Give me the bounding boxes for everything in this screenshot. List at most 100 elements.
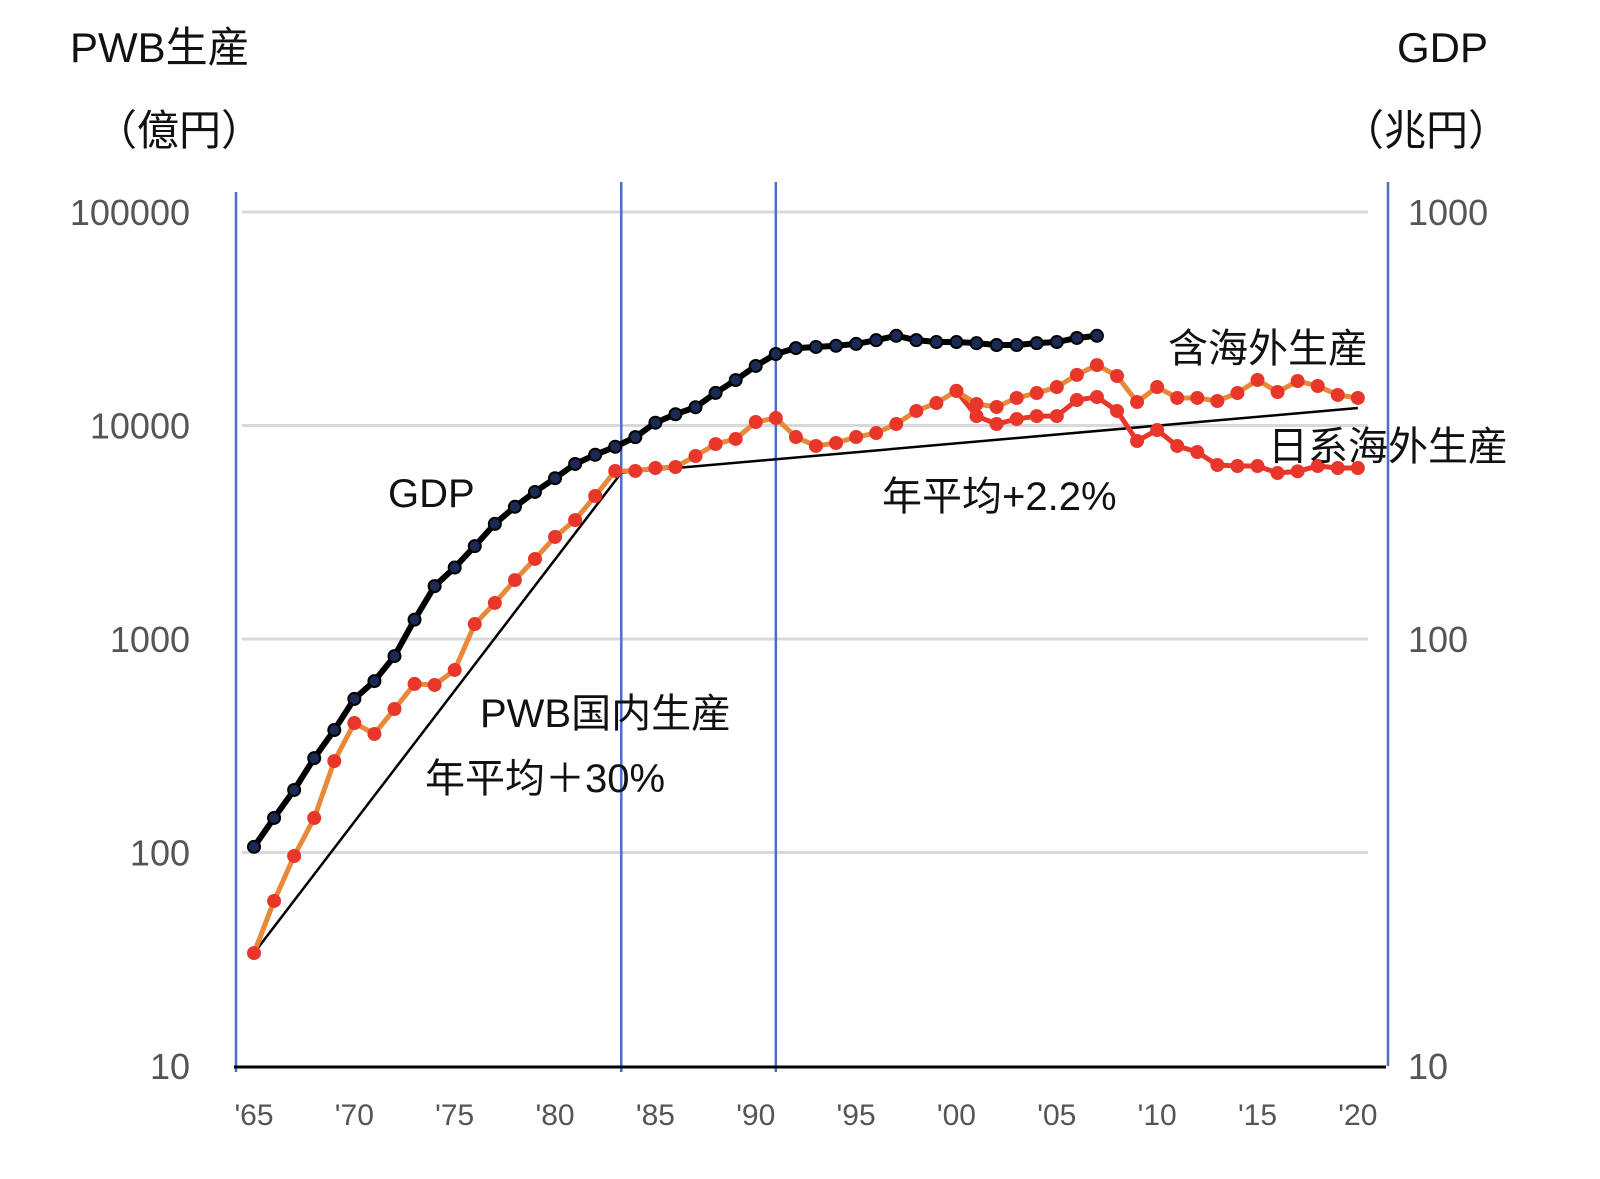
x-tick-label: '05 <box>1037 1099 1076 1132</box>
gdp-point <box>287 782 302 797</box>
gdp-point <box>467 539 482 554</box>
gdp-point <box>527 484 542 499</box>
pwb-point <box>929 396 944 411</box>
left-axis-unit: （億円） <box>95 107 263 154</box>
annotation-incl-overseas: 含海外生産 <box>1168 327 1368 371</box>
x-tick-label: '65 <box>234 1099 273 1132</box>
pwb-point <box>1350 390 1365 405</box>
gdp-point <box>327 723 342 738</box>
gdp-point <box>1089 328 1104 343</box>
right-axis-ticks: 1000 100 10 <box>1408 192 1488 1087</box>
pwb-point <box>989 417 1004 432</box>
gdp-point <box>949 335 964 350</box>
x-tick-label: '75 <box>435 1099 474 1132</box>
pwb-point <box>1230 459 1245 474</box>
pwb-point <box>487 595 502 610</box>
pwb-point <box>949 383 964 398</box>
pwb-point <box>788 430 803 445</box>
pwb-point <box>829 436 844 451</box>
trend-lines <box>253 406 1358 954</box>
pwb-point <box>1110 368 1125 383</box>
x-tick-label: '90 <box>736 1099 775 1132</box>
pwb-point <box>1069 367 1084 382</box>
pwb-point <box>808 438 823 453</box>
gdp-point <box>427 579 442 594</box>
gdp-point <box>507 499 522 514</box>
pwb-point <box>889 417 904 432</box>
pwb-point <box>307 811 322 826</box>
gdp-point <box>708 385 723 400</box>
pwb-point <box>1049 409 1064 424</box>
pwb-point <box>768 411 783 426</box>
gdp-point <box>768 346 783 361</box>
pwb-point <box>1350 461 1365 476</box>
pwb-point <box>909 403 924 418</box>
gdp-point <box>989 338 1004 353</box>
gdp-point <box>367 674 382 689</box>
gdp-point <box>748 358 763 373</box>
x-tick-label: '70 <box>335 1099 374 1132</box>
pwb-point <box>1029 409 1044 424</box>
gdp-point <box>808 339 823 354</box>
gdp-point <box>1029 336 1044 351</box>
trend-line <box>253 472 623 954</box>
left-tick-label: 100000 <box>70 192 190 233</box>
pwb-point <box>1270 466 1285 481</box>
pwb-point <box>969 409 984 424</box>
right-tick-label: 10 <box>1408 1046 1448 1087</box>
gdp-point <box>267 810 282 825</box>
pwb-point <box>1170 390 1185 405</box>
pwb-point <box>327 754 342 769</box>
pwb-point <box>1290 464 1305 479</box>
pwb-point <box>1310 459 1325 474</box>
pwb-point <box>1290 374 1305 389</box>
pwb-point <box>568 513 583 528</box>
pwb-point <box>1130 434 1145 449</box>
pwb-point <box>1089 358 1104 373</box>
annotation-growth-early: 年平均＋30% <box>425 757 665 801</box>
pwb-point <box>989 399 1004 414</box>
pwb-point <box>688 449 703 464</box>
gdp-point <box>909 333 924 348</box>
pwb-point <box>387 702 402 717</box>
pwb-point <box>1049 380 1064 395</box>
x-tick-label: '85 <box>636 1099 675 1132</box>
pwb-point <box>849 430 864 445</box>
pwb-point <box>1210 458 1225 473</box>
pwb-point <box>427 677 442 692</box>
pwb-point <box>1110 403 1125 418</box>
pwb-point <box>648 460 663 475</box>
pwb-point <box>1150 423 1165 438</box>
pwb-point <box>748 415 763 430</box>
gdp-point <box>929 335 944 350</box>
gdp-point <box>307 751 322 766</box>
pwb-point <box>708 437 723 452</box>
gdp-point <box>849 336 864 351</box>
pwb-point <box>407 676 422 691</box>
gdp-point <box>889 328 904 343</box>
pwb-point <box>247 946 261 961</box>
pwb-point <box>668 459 683 474</box>
x-axis-ticks: '65 '70 '75 '80 '85 '90 '95 '00 '05 '10 '15 '20 <box>234 1099 1377 1132</box>
gdp-point <box>487 516 502 531</box>
series-1 <box>247 358 1365 961</box>
pwb-point <box>1130 395 1145 410</box>
annotation-gdp: GDP <box>388 472 475 516</box>
gdp-point <box>407 612 422 627</box>
left-tick-label: 100 <box>130 833 190 874</box>
vertical-markers <box>234 182 1390 1072</box>
x-tick-label: '10 <box>1138 1099 1177 1132</box>
pwb-point <box>367 726 382 741</box>
pwb-point <box>527 551 542 566</box>
gdp-point <box>668 407 683 422</box>
left-tick-label: 1000 <box>110 619 190 660</box>
pwb-point <box>1330 461 1345 476</box>
pwb-point <box>1250 459 1265 474</box>
series-0 <box>247 328 1104 854</box>
gridlines <box>242 210 1368 854</box>
gdp-point <box>969 336 984 351</box>
gdp-point <box>869 333 884 348</box>
pwb-point <box>1029 386 1044 401</box>
left-axis-ticks: 100000 10000 1000 100 10 <box>70 192 190 1087</box>
